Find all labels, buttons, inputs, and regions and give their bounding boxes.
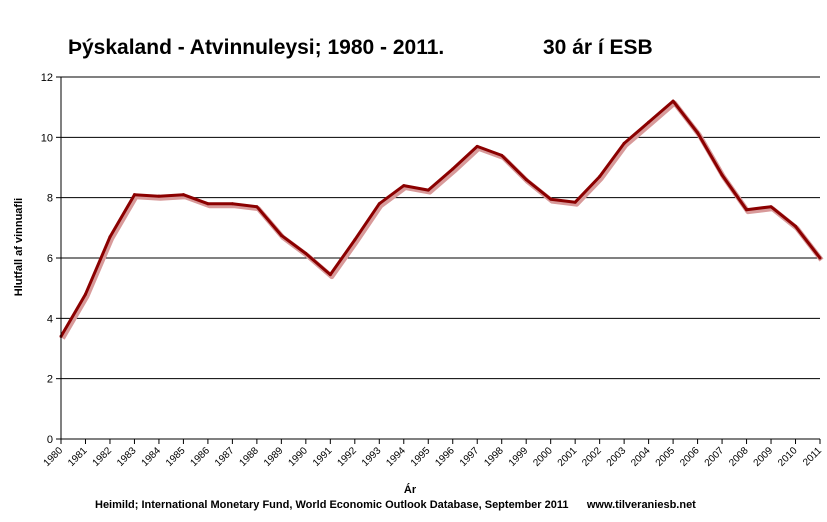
x-axis-label: Ár	[404, 483, 417, 496]
x-tick-label: 1998	[482, 445, 506, 469]
x-tick-label: 2011	[801, 445, 824, 468]
x-tick-label: 1981	[66, 445, 90, 469]
source-note: Heimild; International Monetary Fund, Wo…	[95, 499, 696, 511]
data-point	[794, 224, 798, 228]
x-axis-ticks: 1980 1981 1982 1983 1984 1985 1986 1987 1988 1989…	[42, 439, 824, 469]
data-point	[451, 167, 455, 171]
x-tick-label: 1988	[237, 445, 261, 469]
x-tick-label: 1999	[507, 445, 531, 469]
x-tick-label: 1984	[140, 445, 164, 469]
data-point	[83, 292, 87, 296]
x-tick-label: 1990	[286, 445, 310, 469]
x-tick-label: 2009	[752, 445, 776, 469]
x-tick-label: 2003	[605, 445, 629, 469]
data-point	[304, 251, 308, 255]
data-point	[696, 131, 700, 135]
x-tick-label: 1993	[360, 445, 384, 469]
data-point	[230, 202, 234, 206]
x-tick-label: 1985	[164, 445, 188, 469]
y-tick-label: 2	[47, 374, 53, 386]
x-tick-label: 1989	[262, 445, 286, 469]
x-tick-label: 1987	[213, 445, 237, 469]
data-point	[500, 153, 504, 157]
data-point	[671, 99, 675, 103]
data-point	[353, 238, 357, 242]
data-point	[598, 175, 602, 179]
data-point	[279, 233, 283, 237]
series-line-shadow	[60, 100, 824, 340]
y-tick-label: 6	[47, 253, 53, 265]
data-point	[132, 193, 136, 197]
x-tick-label: 2004	[629, 445, 653, 469]
y-tick-label: 8	[47, 193, 53, 205]
y-axis-label: Hlutfall af vinnuafli	[13, 198, 25, 296]
x-tick-label: 2006	[678, 445, 702, 469]
data-point	[720, 173, 724, 177]
x-tick-label: 1995	[409, 445, 433, 469]
gridlines	[61, 76, 820, 380]
chart-subtitle: 30 ár í ESB	[543, 36, 653, 59]
data-point	[475, 144, 479, 148]
data-point	[157, 194, 161, 198]
data-point	[549, 197, 553, 201]
x-tick-label: 1980	[42, 445, 66, 469]
data-point	[255, 205, 259, 209]
data-point	[402, 184, 406, 188]
data-point	[206, 202, 210, 206]
x-tick-label: 2008	[727, 445, 751, 469]
series-layer	[59, 99, 824, 340]
data-point	[181, 193, 185, 197]
data-point	[328, 273, 332, 277]
data-point	[573, 200, 577, 204]
data-point	[647, 120, 651, 124]
data-point	[622, 141, 626, 145]
x-tick-label: 2007	[703, 445, 727, 469]
x-tick-label: 1986	[189, 445, 213, 469]
data-point	[769, 205, 773, 209]
data-point	[745, 208, 749, 212]
series-line	[59, 99, 822, 338]
x-tick-label: 1997	[458, 445, 482, 469]
x-tick-label: 1991	[311, 445, 335, 469]
chart-title: Þýskaland - Atvinnuleysi; 1980 - 2011.	[68, 36, 444, 59]
data-point	[524, 178, 528, 182]
x-tick-label: 1994	[384, 445, 408, 469]
data-point	[818, 256, 822, 260]
y-tick-label: 4	[47, 313, 53, 325]
y-tick-label: 12	[41, 72, 53, 84]
x-tick-label: 2001	[556, 445, 580, 469]
x-tick-label: 1982	[91, 445, 115, 469]
data-point	[108, 235, 112, 239]
x-tick-label: 2010	[776, 445, 800, 469]
x-tick-label: 1992	[335, 445, 359, 469]
x-tick-label: 1996	[433, 445, 457, 469]
y-axis-ticks: 0 2 4 6 8 10 12	[41, 72, 61, 446]
x-tick-label: 1983	[115, 445, 139, 469]
x-tick-label: 2005	[654, 445, 678, 469]
y-tick-label: 0	[47, 434, 53, 446]
x-tick-label: 2002	[580, 445, 604, 469]
data-point	[426, 188, 430, 192]
x-tick-label: 2000	[531, 445, 555, 469]
y-tick-label: 10	[41, 132, 53, 144]
data-point	[377, 202, 381, 206]
